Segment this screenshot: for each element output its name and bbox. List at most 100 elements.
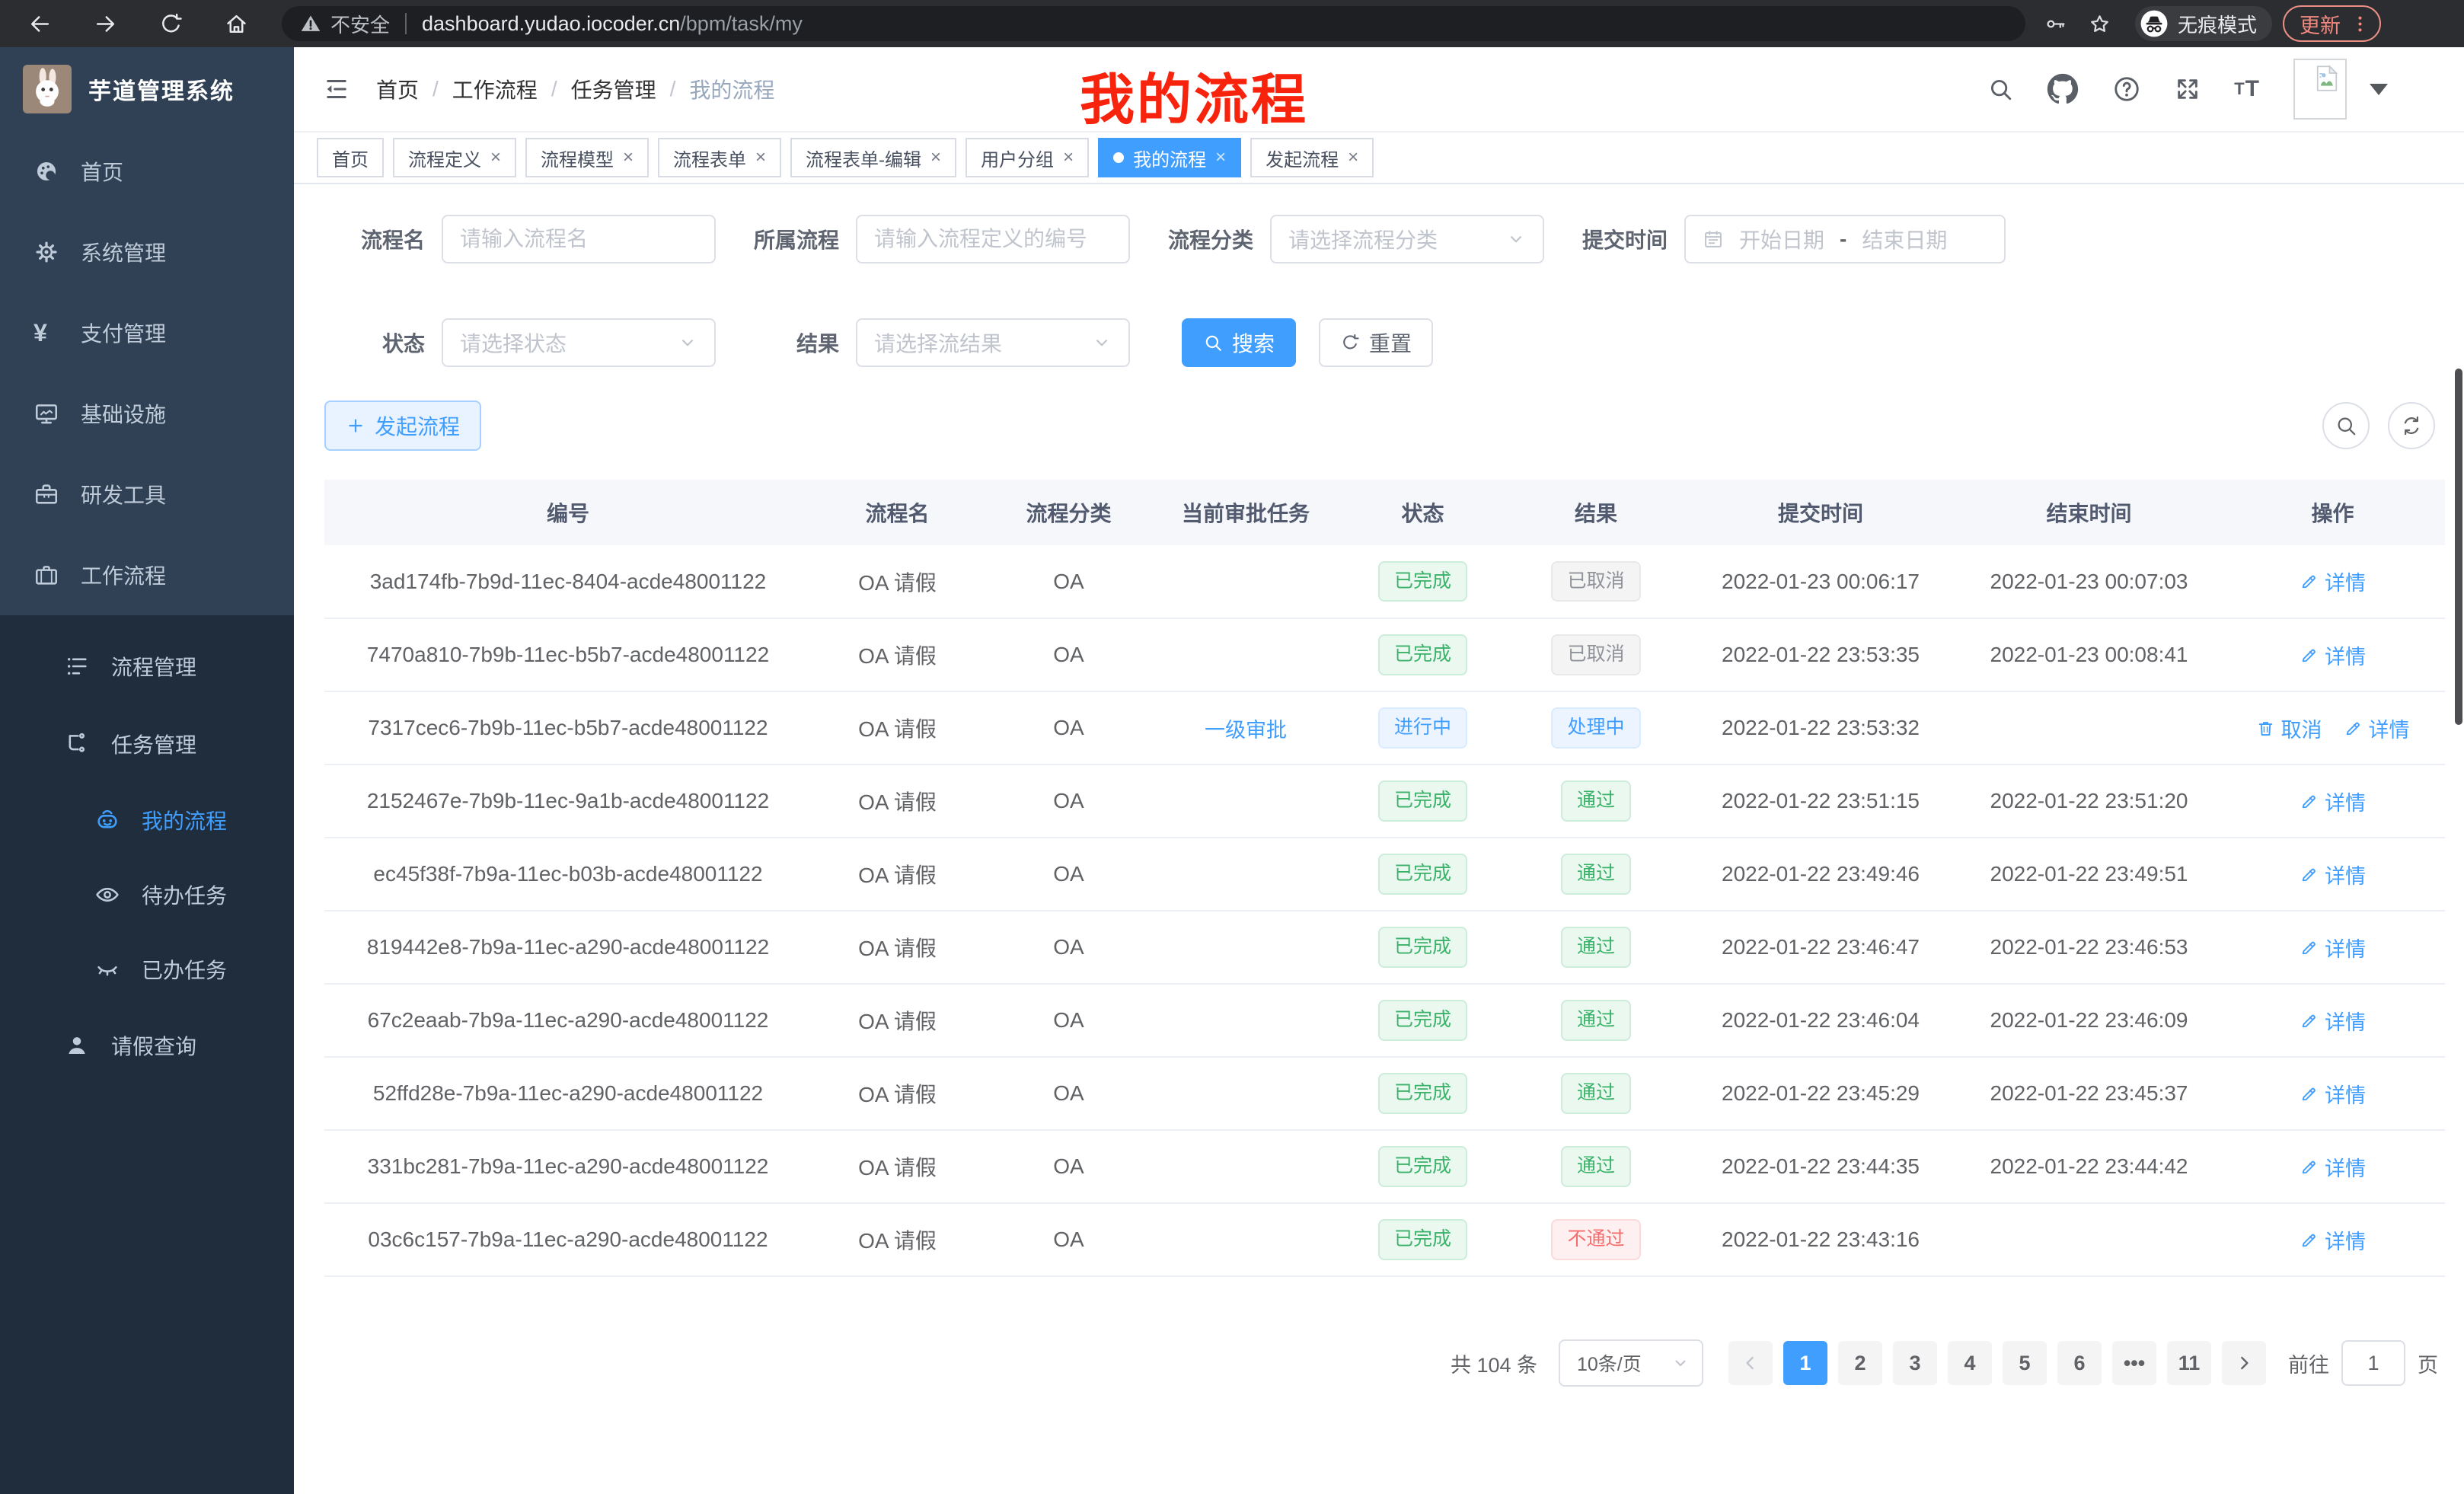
jump-page-input[interactable] [2341,1340,2405,1386]
sidebar-item-todo-tasks[interactable]: 待办任务 [0,857,294,932]
breadcrumb: 首页 / 工作流程 / 任务管理 / 我的流程 [376,74,774,104]
page-3[interactable]: 3 [1893,1341,1937,1385]
scrollbar-thumb[interactable] [2455,369,2462,725]
detail-action[interactable]: 详情 [2300,1152,2366,1182]
browser-forward-button[interactable] [81,5,129,42]
tab-process-def[interactable]: 流程定义 × [393,138,517,177]
search-icon[interactable] [1987,76,2013,102]
edit-icon [2300,938,2319,957]
start-process-button[interactable]: 发起流程 [324,401,482,451]
tab-user-group[interactable]: 用户分组 × [965,138,1090,177]
search-button[interactable]: 搜索 [1182,318,1297,367]
help-icon[interactable] [2112,75,2141,104]
detail-action[interactable]: 详情 [2300,640,2366,670]
browser-reload-button[interactable] [146,5,195,42]
current-task-link[interactable]: 一级审批 [1205,718,1287,742]
tab-close-icon[interactable]: × [1215,147,1227,168]
tab-process-model[interactable]: 流程模型 × [525,138,650,177]
avatar[interactable] [2293,59,2347,120]
table-row: 52ffd28e-7b9a-11ec-a290-acde48001122 OA … [324,1057,2445,1131]
detail-action[interactable]: 详情 [2344,713,2410,743]
detail-action[interactable]: 详情 [2300,860,2366,889]
tab-process-form-edit[interactable]: 流程表单-编辑 × [790,138,957,177]
sidebar-item-leave-query[interactable]: 请假查询 [0,1007,294,1084]
page-5[interactable]: 5 [2003,1341,2047,1385]
filter-name-input[interactable] [442,215,716,263]
app-logo[interactable]: 芋道管理系统 [0,47,294,131]
page-4[interactable]: 4 [1948,1341,1992,1385]
cell-category: OA [983,545,1154,619]
next-page-button[interactable] [2222,1341,2266,1385]
avatar-caret-icon[interactable] [2370,83,2388,95]
table-row: 67c2eaab-7b9a-11ec-a290-acde48001122 OA … [324,984,2445,1058]
sidebar-item-my-process[interactable]: 我的流程 [0,783,294,857]
browser-home-button[interactable] [212,5,260,42]
table-row: 819442e8-7b9a-11ec-a290-acde48001122 OA … [324,911,2445,985]
tab-home[interactable]: 首页 [317,138,384,177]
browser-update-button[interactable]: 更新 [2283,5,2382,42]
result-badge: 通过 [1560,927,1631,968]
detail-action[interactable]: 详情 [2300,567,2366,596]
filter-category-select[interactable]: 请选择流程分类 [1270,215,1544,263]
tab-close-icon[interactable]: × [490,147,502,168]
dashboard-icon [34,158,59,184]
filter-result-select[interactable]: 请选择流结果 [856,318,1130,367]
address-bar[interactable]: 不安全 dashboard.yudao.iocoder.cn /bpm/task… [282,6,2025,41]
tab-close-icon[interactable]: × [623,147,634,168]
page-size-select[interactable]: 10条/页 [1559,1339,1703,1387]
sidebar-item-infra[interactable]: 基础设施 [0,373,294,454]
sidebar-item-payment[interactable]: ¥ 支付管理 [0,292,294,373]
cell-current-task [1154,1057,1337,1131]
sidebar-item-devtools[interactable]: 研发工具 [0,454,294,535]
cancel-action[interactable]: 取消 [2256,713,2322,743]
page-1[interactable]: 1 [1783,1341,1827,1385]
filter-status-select[interactable]: 请选择状态 [442,318,716,367]
eye-closed-icon [94,956,120,982]
cell-status: 已完成 [1337,618,1508,692]
tab-my-process[interactable]: 我的流程 × [1098,138,1242,177]
sidebar-item-task-mgmt[interactable]: 任务管理 [0,705,294,783]
show-search-button[interactable] [2322,402,2370,449]
prev-page-button[interactable] [1728,1341,1773,1385]
cell-actions: 详情 [2220,911,2445,985]
breadcrumb-workflow[interactable]: 工作流程 [452,78,538,102]
breadcrumb-task-mgmt[interactable]: 任务管理 [570,78,656,102]
tab-start-process[interactable]: 发起流程 × [1250,138,1374,177]
github-icon[interactable] [2047,73,2079,105]
tab-close-icon[interactable]: × [755,147,767,168]
page-6[interactable]: 6 [2057,1341,2102,1385]
detail-action[interactable]: 详情 [2300,1079,2366,1109]
reset-button[interactable]: 重置 [1319,318,1434,367]
tab-process-form[interactable]: 流程表单 × [658,138,782,177]
sidebar-item-home[interactable]: 首页 [0,131,294,212]
detail-action[interactable]: 详情 [2300,933,2366,962]
page-ellipsis[interactable]: ••• [2112,1341,2156,1385]
tab-close-icon[interactable]: × [1063,147,1074,168]
detail-action[interactable]: 详情 [2300,1006,2366,1036]
password-key-button[interactable] [2036,6,2074,41]
sidebar-item-process-mgmt[interactable]: 流程管理 [0,627,294,705]
fullscreen-icon[interactable] [2175,76,2201,102]
bookmark-star-button[interactable] [2080,6,2118,41]
detail-action[interactable]: 详情 [2300,1225,2366,1255]
omnibox-divider [405,13,407,34]
filter-date-range[interactable]: 开始日期 - 结束日期 [1684,215,2006,263]
page-11[interactable]: 11 [2167,1341,2211,1385]
status-badge: 已完成 [1377,1000,1467,1041]
sidebar-item-system[interactable]: 系统管理 [0,212,294,292]
sidebar-item-done-tasks[interactable]: 已办任务 [0,932,294,1007]
refresh-table-button[interactable] [2388,402,2435,449]
sidebar-item-workflow[interactable]: 工作流程 [0,535,294,615]
tab-close-icon[interactable]: × [930,147,942,168]
browser-back-button[interactable] [15,5,64,42]
filter-process-input[interactable] [856,215,1130,263]
detail-action[interactable]: 详情 [2300,787,2366,816]
sidebar-collapse-button[interactable] [323,75,350,103]
page-2[interactable]: 2 [1838,1341,1882,1385]
cell-actions: 详情 [2220,618,2445,692]
tab-close-icon[interactable]: × [1348,147,1359,168]
sidebar: 芋道管理系统 首页 系统管理 ¥ 支付管理 基础设施 研发工具 [0,47,294,1494]
breadcrumb-home[interactable]: 首页 [376,78,420,102]
